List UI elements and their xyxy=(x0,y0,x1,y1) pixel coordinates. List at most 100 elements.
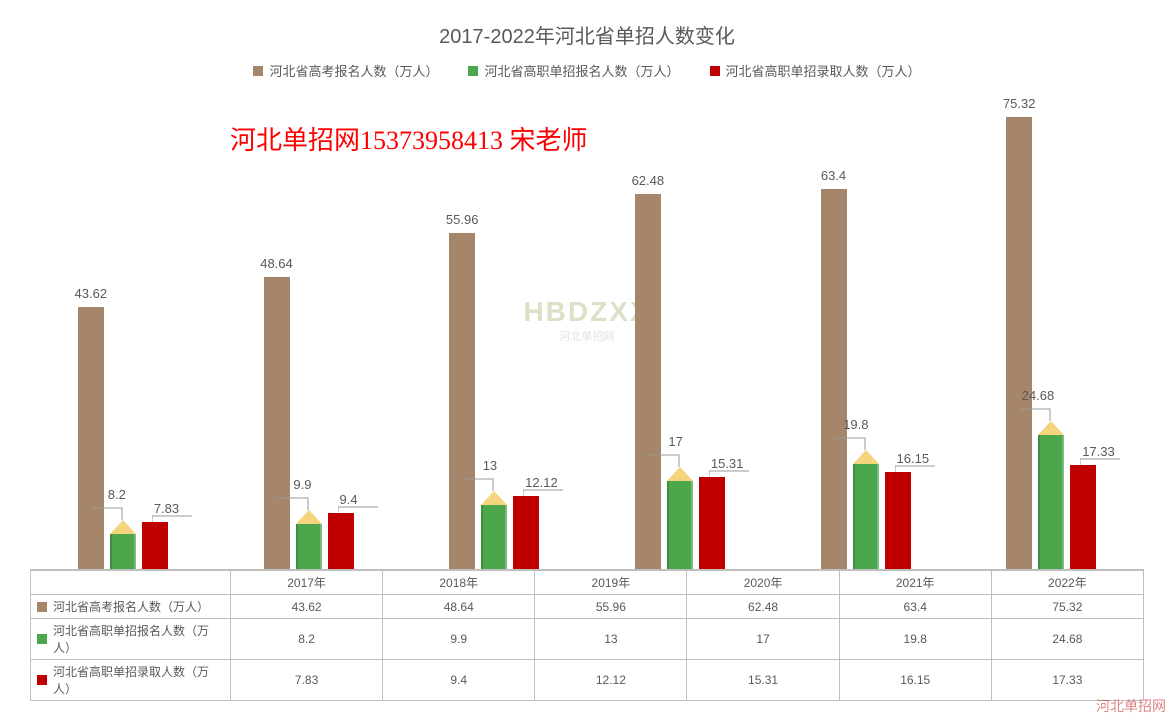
table-cell: 62.48 xyxy=(687,595,839,619)
table-cell: 19.8 xyxy=(839,619,991,660)
legend-label: 河北省高职单招录取人数（万人） xyxy=(726,61,921,80)
pencil-tip-icon xyxy=(1038,421,1064,435)
bar-wrap: 8.2 xyxy=(110,520,136,569)
bar-wrap: 13 xyxy=(481,491,507,569)
table-cell: 12.12 xyxy=(535,660,687,701)
leader-line xyxy=(835,430,871,450)
bar xyxy=(635,194,661,569)
bar-value-label: 24.68 xyxy=(1022,388,1055,403)
bar-value-label: 17 xyxy=(668,434,682,449)
bar-wrap: 7.83 xyxy=(142,522,168,569)
pencil-tip-icon xyxy=(110,520,136,534)
bar-value-label: 13 xyxy=(483,458,497,473)
bar-group: 55.9613 12.12 xyxy=(401,90,587,569)
bar-value-label: 12.12 xyxy=(525,475,558,490)
bar-wrap: 43.62 xyxy=(78,307,104,569)
leader-line xyxy=(463,471,499,491)
bar-value-label: 62.48 xyxy=(632,173,665,188)
bar-value-label: 9.9 xyxy=(293,477,311,492)
bar xyxy=(699,477,725,569)
bar-group: 48.64 9.9 9.4 xyxy=(216,90,402,569)
row-swatch xyxy=(37,634,47,644)
table-cell: 9.9 xyxy=(383,619,535,660)
table-body: 河北省高考报名人数（万人）43.6248.6455.9662.4863.475.… xyxy=(31,595,1144,701)
bar xyxy=(296,524,322,569)
bar xyxy=(449,233,475,569)
bar-value-label: 8.2 xyxy=(108,487,126,502)
bar-value-label: 48.64 xyxy=(260,256,293,271)
bar-wrap: 15.31 xyxy=(699,477,725,569)
table-cell: 75.32 xyxy=(991,595,1143,619)
bar xyxy=(78,307,104,569)
table-header-cell xyxy=(31,571,231,595)
bar xyxy=(264,277,290,569)
leader-line xyxy=(92,500,128,520)
table-cell: 9.4 xyxy=(383,660,535,701)
legend-item: 河北省高考报名人数（万人） xyxy=(253,61,438,80)
chart-title: 2017-2022年河北省单招人数变化 xyxy=(30,20,1144,49)
bottom-watermark: 河北单招网 xyxy=(1096,696,1166,716)
table-cell: 15.31 xyxy=(687,660,839,701)
watermark-overlay-text: 河北单招网15373958413 宋老师 xyxy=(230,120,588,157)
bar-wrap: 24.68 xyxy=(1038,421,1064,569)
bar-group: 62.4817 15.31 xyxy=(587,90,773,569)
table-header-cell: 2018年 xyxy=(383,571,535,595)
table-cell: 16.15 xyxy=(839,660,991,701)
legend-item: 河北省高职单招报名人数（万人） xyxy=(468,61,679,80)
legend-label: 河北省高考报名人数（万人） xyxy=(269,61,438,80)
bar xyxy=(885,472,911,569)
legend-item: 河北省高职单招录取人数（万人） xyxy=(710,61,921,80)
table-row: 河北省高考报名人数（万人）43.6248.6455.9662.4863.475.… xyxy=(31,595,1144,619)
table-cell: 13 xyxy=(535,619,687,660)
bar-value-label: 15.31 xyxy=(711,456,744,471)
chart-container: 2017-2022年河北省单招人数变化 河北省高考报名人数（万人）河北省高职单招… xyxy=(0,0,1174,720)
leader-line xyxy=(1020,401,1056,421)
bar-value-label: 55.96 xyxy=(446,212,479,227)
bar-value-label: 63.4 xyxy=(821,168,846,183)
table-cell: 55.96 xyxy=(535,595,687,619)
bar-wrap: 16.15 xyxy=(885,472,911,569)
legend-swatch xyxy=(710,66,720,76)
table-header-cell: 2021年 xyxy=(839,571,991,595)
table-cell: 17 xyxy=(687,619,839,660)
bar-wrap: 62.48 xyxy=(635,194,661,569)
table-cell: 24.68 xyxy=(991,619,1143,660)
leader-line xyxy=(649,447,685,467)
bar-wrap: 12.12 xyxy=(513,496,539,569)
bar xyxy=(853,464,879,569)
data-table: 2017年2018年2019年2020年2021年2022年 河北省高考报名人数… xyxy=(30,570,1144,701)
bar-wrap: 9.9 xyxy=(296,510,322,569)
legend-swatch xyxy=(253,66,263,76)
legend: 河北省高考报名人数（万人） 河北省高职单招报名人数（万人） 河北省高职单招录取人数（… xyxy=(30,61,1144,80)
plot-area: 河北单招网15373958413 宋老师 HBDZXX 河北单招网 43.628… xyxy=(30,90,1144,570)
bar-group: 43.628.2 7.83 xyxy=(30,90,216,569)
bar-wrap: 17 xyxy=(667,467,693,569)
table-cell: 43.62 xyxy=(231,595,383,619)
table-header-cell: 2019年 xyxy=(535,571,687,595)
row-swatch xyxy=(37,602,47,612)
bar-value-label: 9.4 xyxy=(340,492,358,507)
bar xyxy=(1006,117,1032,569)
table-cell: 63.4 xyxy=(839,595,991,619)
legend-swatch xyxy=(468,66,478,76)
row-swatch xyxy=(37,675,47,685)
table-row-label: 河北省高考报名人数（万人） xyxy=(31,595,231,619)
bar-wrap: 55.96 xyxy=(449,233,475,569)
bar-wrap: 17.33 xyxy=(1070,465,1096,569)
pencil-tip-icon xyxy=(667,467,693,481)
table-cell: 7.83 xyxy=(231,660,383,701)
bar xyxy=(667,481,693,569)
bar-value-label: 7.83 xyxy=(154,501,179,516)
table-row: 河北省高职单招录取人数（万人）7.839.412.1215.3116.1517.… xyxy=(31,660,1144,701)
bar-group: 75.32 24.68 17.33 xyxy=(958,90,1144,569)
table-row-label: 河北省高职单招报名人数（万人） xyxy=(31,619,231,660)
bar xyxy=(821,189,847,569)
bar-value-label: 75.32 xyxy=(1003,96,1036,111)
table-header-row: 2017年2018年2019年2020年2021年2022年 xyxy=(31,571,1144,595)
table-header-cell: 2017年 xyxy=(231,571,383,595)
bar-value-label: 16.15 xyxy=(897,451,930,466)
table-cell: 17.33 xyxy=(991,660,1143,701)
leader-line xyxy=(278,490,314,510)
bar-wrap: 19.8 xyxy=(853,450,879,569)
bar xyxy=(1070,465,1096,569)
